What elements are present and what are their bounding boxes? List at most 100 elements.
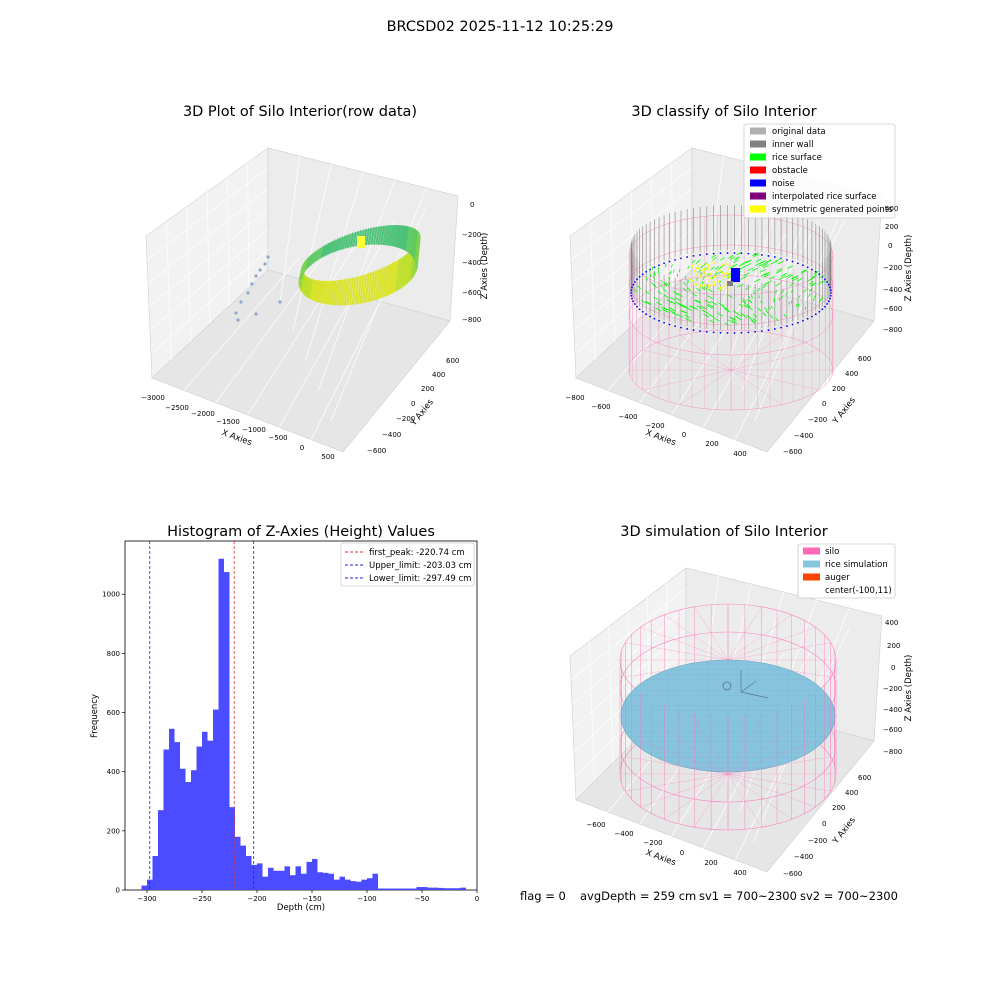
noise-point [631,287,633,289]
hist-bar [400,889,406,890]
panel-raw-z-tick: −800 [462,316,481,324]
hist-bar [318,872,324,890]
x-tick-label: 0 [475,895,479,903]
noise-point [780,327,782,329]
legend-swatch [750,193,766,200]
noise-point [706,253,708,255]
noise-point [807,318,809,320]
hist-bar [268,868,274,890]
noise-point [645,271,647,273]
symmetric-point [701,286,703,288]
noise-point [642,273,644,275]
symmetric-point [724,276,726,278]
noise-point [713,331,715,333]
symmetric-point [707,268,709,270]
symmetric-point [717,276,719,278]
noise-point [720,332,722,334]
hist-bar [191,770,197,890]
legend-label: center(-100,11) [825,586,892,596]
hist-bar [378,889,384,890]
hist-bar [180,769,186,890]
panel-raw-x-tick: −1000 [242,426,266,434]
hist-bar [439,888,445,890]
legend-label: noise [772,179,795,189]
hist-bar [285,866,291,890]
panel-classify-z-label: Z Axies (Depth) [904,235,914,302]
scatter-point [266,255,269,258]
hist-bar [301,874,307,890]
status-line: flag = 0 avgDepth = 259 cm sv1 = 700~230… [520,889,898,903]
noise-point [699,330,701,332]
hist-bar [235,837,241,890]
symmetric-point [715,270,717,272]
panel-raw-x-tick: −3000 [141,394,165,402]
symmetric-point [699,277,701,279]
hist-bar [208,741,214,890]
panel-classify-y-label: Y Axies [830,395,858,427]
symmetric-point [699,286,701,288]
symmetric-point [721,264,723,266]
symmetric-point [713,284,715,286]
panel-classify-title: 3D classify of Silo Interior [631,104,816,120]
panel-sim-z-ticks: 400 200 0 −200 −400 −600 −800 [883,619,902,756]
scatter-point [263,262,266,265]
noise-point [815,313,817,315]
hist-bar [367,878,373,890]
noise-point [797,262,799,264]
panel-raw-z-tick: 0 [470,201,474,209]
panel-classify-y-tick: 400 [845,370,858,378]
legend-label: original data [772,127,826,137]
legend-label: auger [825,573,850,583]
x-tick-label: −200 [247,895,266,903]
noise-point [645,313,647,315]
panel-sim-y-tick: −200 [808,837,827,845]
noise-point [727,252,729,254]
noise-point [828,284,830,286]
symmetric-point [699,264,701,266]
legend-label: obstacle [772,166,808,176]
x-tick-label: −300 [137,895,156,903]
rice-surface-point [774,300,775,303]
panel-raw-x-tick: −1500 [216,418,240,426]
panel-raw-x-tick: 0 [300,444,304,452]
symmetric-point [724,273,726,275]
panel-classify-x-tick: 0 [682,431,686,439]
noise-point [634,303,636,305]
noise-point [747,253,749,255]
hist-bar [252,865,258,890]
panel-simulation: 3D simulation of Silo Interior silorice … [570,524,914,878]
hist-bar [411,889,417,890]
noise-point [754,331,756,333]
noise-point [786,259,788,261]
panel-hist-y-axis: 02004006008001000 [102,591,125,895]
panel-classify: 3D classify of Silo Interior original da… [565,104,914,458]
status-sv2: sv2 = 700~2300 [800,889,898,903]
symmetric-point [723,286,725,288]
noise-point [761,254,763,256]
panel-sim-y-tick: 400 [845,789,858,797]
symmetric-point [697,264,699,266]
symmetric-point [722,272,724,274]
hist-bar [263,877,269,890]
panel-raw-x-tick: −2500 [165,404,189,412]
hist-bar [279,871,285,890]
hist-bar [202,732,208,890]
panel-raw-y-tick: 400 [432,371,445,379]
noise-point [734,332,736,334]
legend-label: rice surface [772,153,822,163]
panel-classify-z-tick: 0 [888,242,892,250]
legend-label: interpolated rice surface [772,192,877,202]
panel-sim-z-tick: −400 [883,706,902,714]
hist-bar [307,862,313,890]
panel-sim-legend: silorice simulationaugercenter(-100,11) [798,544,895,598]
noise-point [630,292,632,294]
legend-swatch [750,154,766,161]
noise-point [826,303,828,305]
noise-point [768,329,770,331]
hist-bar [290,875,296,890]
scatter-point [250,282,253,285]
noise-point [826,281,828,283]
panel-sim-z-tick: 400 [885,619,898,627]
hist-bar [461,888,467,890]
panel-sim-x-tick: 200 [704,859,717,867]
